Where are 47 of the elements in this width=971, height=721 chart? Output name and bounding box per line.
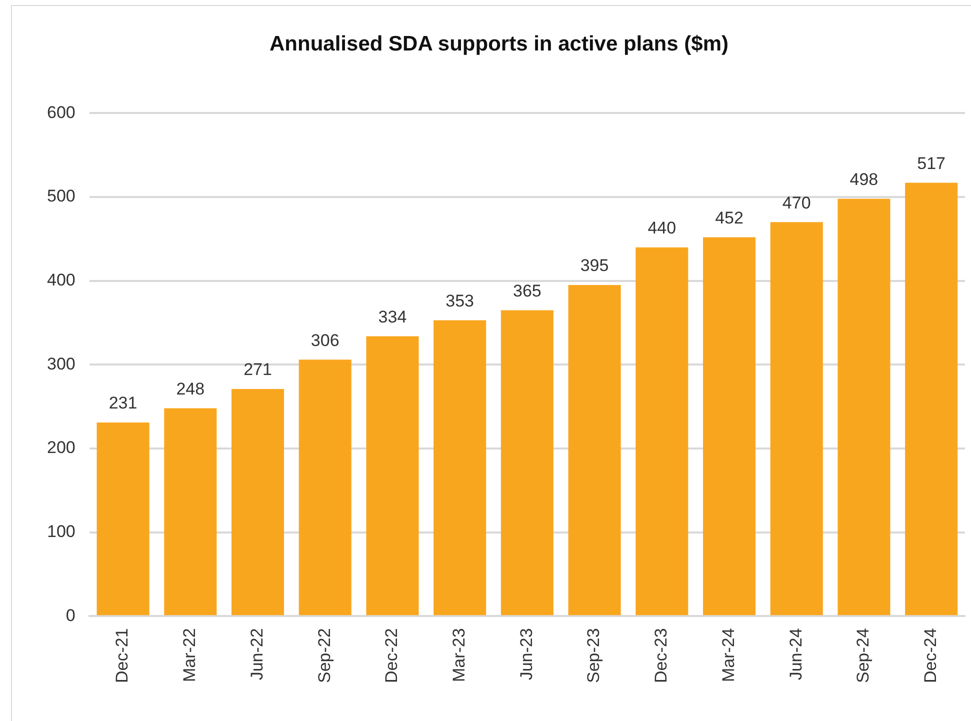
- data-label: 440: [648, 218, 676, 238]
- bar: [568, 285, 621, 616]
- y-tick-label: 500: [46, 186, 76, 206]
- y-tick-label: 400: [46, 270, 76, 290]
- bar: [164, 408, 217, 616]
- bar: [298, 360, 352, 616]
- y-tick-label: 300: [46, 354, 76, 374]
- data-label: 231: [108, 394, 138, 413]
- bar: [500, 310, 554, 616]
- x-tick-label: Sep-22: [314, 628, 334, 684]
- data-label: 271: [244, 360, 272, 380]
- x-tick-label: Dec-21: [112, 628, 132, 683]
- x-tick-label: Jun-22: [247, 628, 266, 680]
- x-tick-label: Dec-22: [382, 628, 402, 683]
- chart-title: Annualised SDA supports in active plans ($m): [270, 32, 728, 56]
- y-tick-label: 0: [66, 606, 76, 625]
- data-label: 452: [715, 208, 744, 228]
- bar: [770, 222, 823, 616]
- data-label: 353: [446, 291, 474, 310]
- y-tick-label: 600: [46, 102, 76, 122]
- y-tick-label: 100: [46, 522, 76, 542]
- bar: [838, 198, 890, 616]
- bar: [96, 422, 150, 616]
- bar: [231, 389, 284, 616]
- bar: [905, 182, 958, 616]
- data-label: 517: [917, 154, 946, 173]
- y-tick-label: 200: [46, 438, 76, 458]
- data-label: 470: [782, 193, 811, 212]
- x-tick-label: Mar-23: [450, 628, 469, 682]
- x-tick-label: Mar-24: [718, 628, 738, 682]
- bar: [434, 320, 486, 616]
- x-tick-label: Jun-23: [516, 628, 536, 680]
- data-label: 395: [580, 256, 609, 276]
- x-tick-label: Dec-24: [921, 628, 940, 683]
- x-tick-label: Mar-22: [180, 628, 200, 682]
- data-label: 248: [176, 379, 205, 398]
- x-tick-label: Jun-24: [786, 628, 806, 680]
- x-tick-label: Sep-23: [584, 628, 604, 684]
- data-label: 498: [850, 170, 878, 189]
- data-label: 334: [378, 307, 407, 326]
- bar: [636, 247, 688, 616]
- bar: [366, 336, 419, 616]
- bar: [702, 237, 756, 616]
- x-tick-label: Dec-23: [652, 628, 671, 683]
- data-label: 365: [512, 281, 542, 300]
- data-label: 306: [310, 330, 340, 350]
- x-tick-label: Sep-24: [854, 628, 873, 684]
